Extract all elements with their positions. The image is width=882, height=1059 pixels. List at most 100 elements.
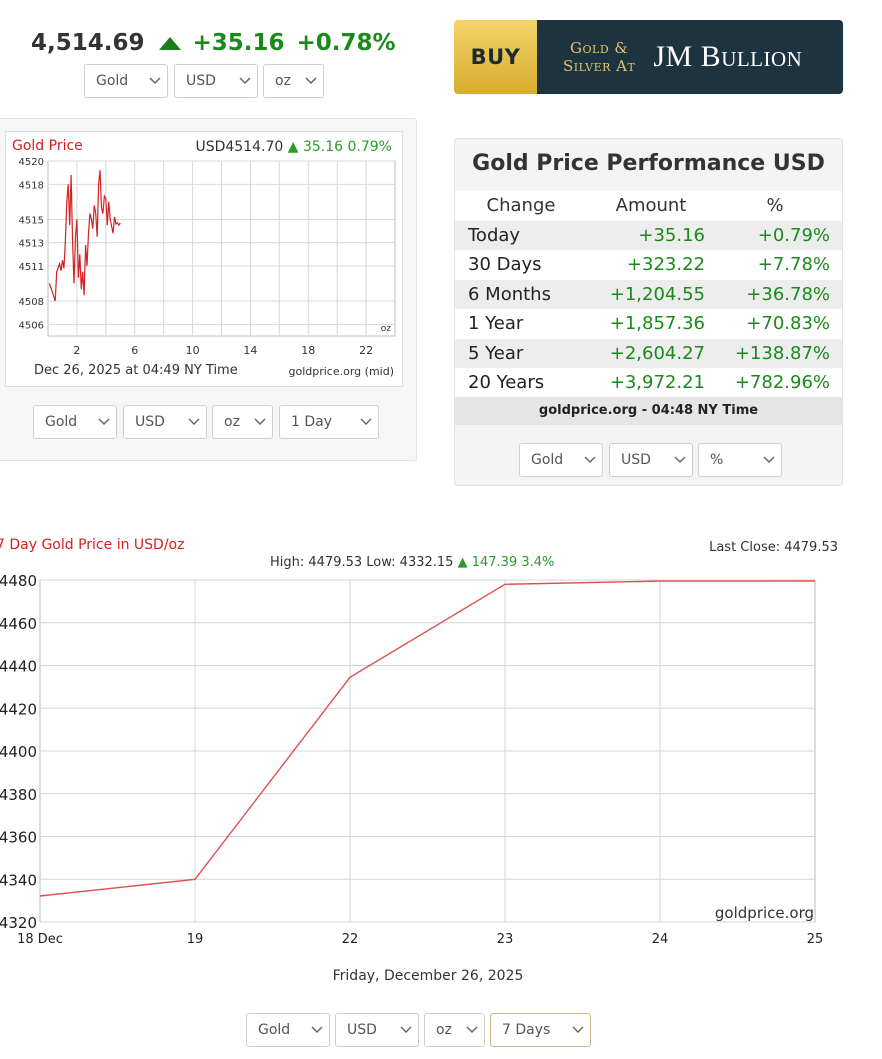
select-value: USD	[135, 414, 165, 430]
performance-header-row: Change Amount %	[455, 191, 842, 221]
ticker-currency-select[interactable]: USD	[174, 64, 258, 98]
small-chart-x-tick-label: 18	[301, 344, 315, 357]
small-chart-current-price: USD4514.70	[195, 139, 284, 155]
chevron-down-icon	[299, 65, 323, 97]
small-chart-unit-select[interactable]: oz	[212, 405, 273, 439]
row-percent: +36.78%	[746, 283, 830, 305]
large-chart-range-select[interactable]: 7 Days	[490, 1013, 591, 1047]
table-row: 6 Months +1,204.55 +36.78%	[455, 279, 842, 309]
row-label: 5 Year	[468, 342, 524, 364]
price-ticker: 4,514.69 +35.16 +0.78%	[31, 30, 396, 56]
performance-title: Gold Price Performance USD	[472, 151, 825, 176]
small-price-chart: Gold Price USD4514.70 ▲ 35.16 0.79% 4520…	[5, 131, 403, 387]
banner-brand-area: Gold & Silver At JM Bullion	[537, 20, 843, 94]
small-chart-metal-select[interactable]: Gold	[33, 405, 117, 439]
small-chart-source: goldprice.org (mid)	[288, 365, 395, 378]
small-chart-x-tick-label: 6	[131, 344, 138, 357]
performance-metal-select[interactable]: Gold	[519, 443, 603, 477]
large-chart-high-low-text: High: 4479.53 Low: 4332.15	[270, 555, 454, 570]
small-chart-y-tick-label: 4506	[19, 320, 44, 331]
large-chart-y-tick-label: 4480	[0, 572, 37, 590]
small-chart-current: USD4514.70 ▲ 35.16 0.79%	[195, 139, 392, 155]
chevron-down-icon	[566, 1014, 590, 1046]
table-row: 1 Year +1,857.36 +70.83%	[455, 309, 842, 339]
large-chart-change: 147.39 3.4%	[471, 555, 555, 570]
large-chart-y-tick-label: 4380	[0, 786, 37, 804]
small-chart-y-tick-label: 4511	[19, 262, 44, 273]
chevron-down-icon	[305, 1014, 329, 1046]
performance-currency-select[interactable]: USD	[609, 443, 693, 477]
banner-tagline: Gold & Silver At	[563, 39, 635, 75]
small-chart-x-tick-label: 22	[359, 344, 373, 357]
chevron-down-icon	[143, 65, 167, 97]
row-amount: +323.22	[626, 254, 705, 276]
row-amount: +35.16	[638, 224, 705, 246]
row-label: 6 Months	[468, 283, 551, 305]
small-chart-y-tick-label: 4513	[19, 239, 44, 250]
large-chart-y-tick-label: 4340	[0, 871, 37, 889]
select-value: oz	[436, 1022, 452, 1038]
header-percent: %	[766, 195, 784, 217]
large-chart-title: 7 Day Gold Price in USD/oz	[0, 537, 185, 553]
small-chart-currency-select[interactable]: USD	[123, 405, 207, 439]
row-amount: +3,972.21	[609, 372, 705, 394]
chevron-down-icon	[460, 1014, 484, 1046]
large-chart-unit-select[interactable]: oz	[424, 1013, 485, 1047]
row-percent: +7.78%	[757, 254, 830, 276]
large-chart-last-close: Last Close: 4479.53	[709, 540, 838, 555]
table-row: 20 Years +3,972.21 +782.96%	[455, 368, 842, 398]
row-amount: +1,204.55	[609, 283, 705, 305]
large-chart-y-tick-label: 4420	[0, 700, 37, 718]
chevron-down-icon	[182, 406, 206, 438]
banner-tagline-line2: Silver At	[563, 57, 636, 75]
select-value: oz	[275, 73, 291, 89]
row-percent: +138.87%	[734, 342, 830, 364]
select-value: Gold	[258, 1022, 291, 1038]
ticker-unit-select[interactable]: oz	[263, 64, 324, 98]
large-chart-metal-select[interactable]: Gold	[246, 1013, 330, 1047]
price-change-percent: +0.78%	[296, 30, 396, 56]
up-triangle-icon: ▲	[457, 555, 468, 570]
select-value: oz	[224, 414, 240, 430]
chevron-down-icon	[354, 406, 378, 438]
row-percent: +0.79%	[757, 224, 830, 246]
select-value: 1 Day	[291, 414, 333, 430]
small-chart-panel: Gold Price USD4514.70 ▲ 35.16 0.79% 4520…	[0, 118, 417, 461]
large-chart-x-tick-label: 24	[652, 932, 669, 947]
chevron-down-icon	[248, 406, 272, 438]
small-chart-y-tick-label: 4515	[19, 215, 44, 226]
large-chart-y-tick-label: 4400	[0, 743, 37, 761]
price-change: +35.16	[192, 30, 285, 56]
row-amount: +1,857.36	[609, 313, 705, 335]
table-row: Today +35.16 +0.79%	[455, 220, 842, 250]
large-chart-x-tick-label: 23	[497, 932, 514, 947]
up-arrow-icon	[158, 36, 181, 50]
small-chart-y-tick-label: 4518	[19, 180, 44, 191]
table-row: 5 Year +2,604.27 +138.87%	[455, 338, 842, 368]
jm-bullion-ad-banner[interactable]: BUY Gold & Silver At JM Bullion	[454, 20, 843, 94]
ticker-metal-select[interactable]: Gold	[84, 64, 168, 98]
large-price-chart: 4320 4340 4360 4380 4400 4420 4440 4460 4480 18 D…	[0, 572, 824, 947]
row-amount: +2,604.27	[609, 342, 705, 364]
large-chart-date: Friday, December 26, 2025	[332, 968, 524, 984]
row-percent: +70.83%	[746, 313, 830, 335]
large-chart-x-tick-label: 22	[342, 932, 359, 947]
row-label: 1 Year	[468, 313, 524, 335]
performance-table: Change Amount % Today +35.16 +0.79% 30 D…	[455, 191, 842, 398]
small-chart-x-tick-label: 10	[186, 344, 200, 357]
large-chart-y-tick-label: 4440	[0, 658, 37, 676]
banner-tagline-line1: Gold &	[570, 39, 629, 57]
header-change: Change	[486, 195, 556, 217]
performance-unit-select[interactable]: %	[698, 443, 782, 477]
small-chart-range-select[interactable]: 1 Day	[279, 405, 379, 439]
performance-panel: Gold Price Performance USD Change Amount…	[454, 138, 843, 486]
large-chart-x-tick-label: 19	[187, 932, 204, 947]
row-percent: +782.96%	[734, 372, 830, 394]
small-chart-x-tick-label: 2	[73, 344, 80, 357]
large-chart-currency-select[interactable]: USD	[335, 1013, 419, 1047]
large-chart-y-tick-label: 4360	[0, 829, 37, 847]
select-value: %	[710, 452, 724, 468]
large-chart-x-tick-label: 25	[807, 932, 824, 947]
select-value: Gold	[531, 452, 564, 468]
large-chart-watermark: goldprice.org	[715, 904, 814, 922]
